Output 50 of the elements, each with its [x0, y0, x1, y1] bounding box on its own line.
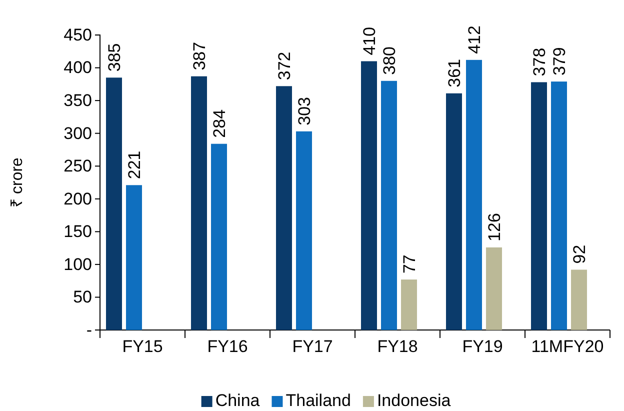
y-axis-title: ₹ crore — [9, 157, 26, 208]
data-label: 221 — [125, 150, 144, 180]
bar — [381, 80, 397, 330]
data-label: 412 — [465, 26, 484, 54]
data-label: 126 — [485, 213, 504, 242]
data-label: 77 — [400, 254, 419, 274]
y-tick-label: 300 — [64, 124, 92, 143]
bar — [571, 270, 587, 330]
data-label: 379 — [550, 47, 569, 76]
bar — [551, 82, 567, 330]
data-label: 378 — [530, 48, 549, 76]
bar — [466, 60, 482, 330]
bar — [361, 61, 377, 330]
y-tick-label: 250 — [64, 156, 92, 176]
y-tick-label: 100 — [64, 254, 92, 274]
x-tick-label: FY19 — [462, 337, 503, 356]
x-tick-label: FY17 — [292, 337, 333, 356]
y-tick-label: - — [86, 320, 92, 340]
bar — [211, 144, 227, 330]
bar — [106, 78, 122, 330]
legend-label: Indonesia — [376, 391, 452, 410]
y-tick-label: 350 — [64, 90, 92, 110]
y-tick-label: 450 — [64, 25, 92, 44]
data-label: 303 — [295, 96, 314, 126]
data-label: 284 — [210, 109, 229, 138]
data-label: 92 — [570, 244, 589, 264]
y-tick-label: 150 — [64, 222, 92, 242]
data-label: 410 — [360, 26, 379, 56]
legend-label: China — [215, 391, 260, 410]
data-label: 385 — [105, 43, 124, 72]
x-tick-label: FY18 — [377, 337, 418, 356]
bar — [296, 131, 312, 330]
bar — [486, 247, 502, 330]
data-label: 361 — [445, 58, 464, 88]
data-label: 380 — [380, 46, 399, 75]
legend-label: Thailand — [286, 391, 351, 410]
x-tick-label: 11MFY20 — [531, 337, 604, 356]
bar — [191, 76, 207, 330]
y-tick-label: 200 — [64, 189, 92, 208]
bar — [446, 93, 462, 330]
y-tick-label: 50 — [73, 288, 92, 307]
bar — [126, 185, 142, 330]
bar — [531, 82, 547, 330]
data-label: 387 — [190, 42, 209, 70]
x-tick-label: FY15 — [122, 337, 163, 356]
data-label: 372 — [275, 52, 294, 80]
bar — [276, 86, 292, 330]
y-tick-label: 400 — [64, 58, 92, 78]
bar — [401, 280, 417, 330]
x-tick-label: FY16 — [207, 337, 248, 356]
